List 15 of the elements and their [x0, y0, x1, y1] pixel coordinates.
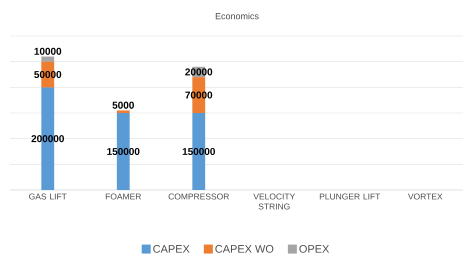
x-tick-label: FOAMER [106, 194, 141, 200]
x-tick-label: VELOCITY STRING [253, 194, 296, 210]
bar [41, 56, 54, 62]
data-label: 20000 [185, 68, 212, 76]
x-tick-label: PLUNGER LIFT [320, 194, 380, 200]
bar [116, 110, 130, 113]
data-label: 5000 [112, 102, 134, 109]
x-tick-label: COMPRESSOR [168, 194, 229, 200]
x-tick-label: GAS LIFT [29, 194, 67, 200]
x-tick-label: VORTEX [408, 194, 442, 200]
legend-label: CAPEX WO [215, 245, 274, 253]
legend-label: CAPEX [153, 245, 190, 253]
legend-label: OPEX [299, 245, 330, 253]
data-label: 10000 [34, 48, 62, 55]
chart-title: Economics [216, 12, 259, 20]
